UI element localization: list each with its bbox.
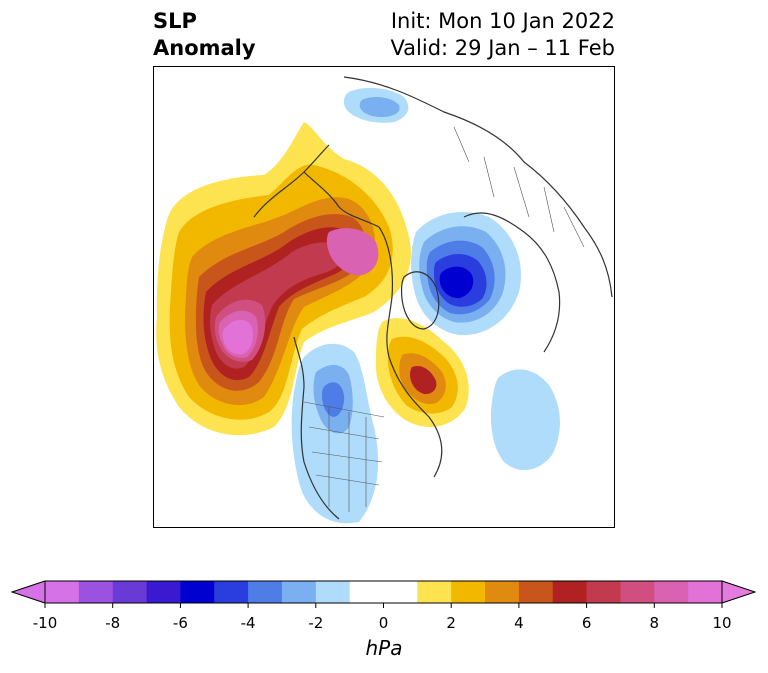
colorbar-segment — [654, 581, 689, 603]
colorbar-tick-label: 10 — [712, 614, 732, 632]
siberia-low-contour-2 — [359, 97, 400, 117]
coastline-layer — [253, 76, 613, 520]
colorbar-segment — [586, 581, 621, 603]
border-layer — [303, 126, 585, 512]
colorbar-segment — [315, 581, 351, 603]
title-valid-range: Valid: 29 Jan – 11 Feb — [390, 36, 615, 60]
colorbar-segment — [620, 581, 655, 603]
atlantic-low — [490, 369, 560, 471]
colorbar-tick-label: 2 — [446, 614, 456, 632]
colorbar-tick-label: 6 — [581, 614, 592, 632]
colorbar-tick-label: -4 — [240, 614, 256, 632]
eurasia-coastline — [343, 76, 613, 298]
colorbar-tick-label: -6 — [172, 614, 188, 632]
colorbar-segments — [45, 581, 723, 603]
us-state-borders — [308, 407, 383, 512]
colorbar-segment — [552, 581, 588, 603]
anomaly-map — [156, 76, 613, 524]
colorbar-segment — [214, 581, 249, 603]
plot-title-left: SLP Anomaly — [153, 8, 256, 62]
colorbar-tick-label: -10 — [32, 614, 58, 632]
plot-title-right: Init: Mon 10 Jan 2022 Valid: 29 Jan – 11… — [390, 8, 615, 62]
map-panel — [153, 66, 615, 528]
positive-anomaly-layer — [156, 122, 469, 436]
colorbar-segment — [688, 581, 723, 603]
north-america-coastline — [293, 226, 443, 520]
colorbar-tick-label: 8 — [649, 614, 660, 632]
hudson-high-core — [410, 365, 437, 395]
barents-low-core — [439, 266, 474, 299]
colorbar-segment — [485, 581, 520, 603]
colorbar — [10, 580, 757, 608]
eurasia-borders — [453, 126, 585, 248]
colorbar-segment — [451, 581, 486, 603]
na-low-contour-1 — [291, 343, 379, 524]
pacific-high-core — [222, 319, 253, 355]
colorbar-tick-label: 4 — [514, 614, 524, 632]
colorbar-segment — [180, 581, 215, 603]
colorbar-segment — [417, 581, 452, 603]
title-type: Anomaly — [153, 36, 256, 60]
europe-coastline — [463, 212, 561, 353]
alaska-coastline — [253, 144, 380, 228]
colorbar-tick-label: -8 — [105, 614, 121, 632]
us-canada-border — [303, 401, 385, 418]
colorbar-segment — [349, 581, 384, 603]
greenland-coastline — [401, 271, 440, 330]
colorbar-tick-label: -2 — [308, 614, 324, 632]
colorbar-segment — [112, 581, 148, 603]
colorbar-over-arrow — [721, 580, 757, 604]
colorbar-segment — [383, 581, 418, 603]
colorbar-segment — [248, 581, 283, 603]
title-variable: SLP — [153, 9, 197, 33]
colorbar-segment — [281, 581, 317, 603]
colorbar-segment — [518, 581, 554, 603]
colorbar-segment — [146, 581, 181, 603]
colorbar-segment — [78, 581, 114, 603]
beaufort-high-core — [326, 228, 379, 276]
title-init-date: Init: Mon 10 Jan 2022 — [390, 9, 615, 33]
colorbar-under-arrow — [10, 580, 46, 604]
colorbar-units-label: hPa — [365, 636, 403, 660]
colorbar-segment — [45, 581, 80, 603]
colorbar-tick-label: 0 — [378, 614, 389, 632]
